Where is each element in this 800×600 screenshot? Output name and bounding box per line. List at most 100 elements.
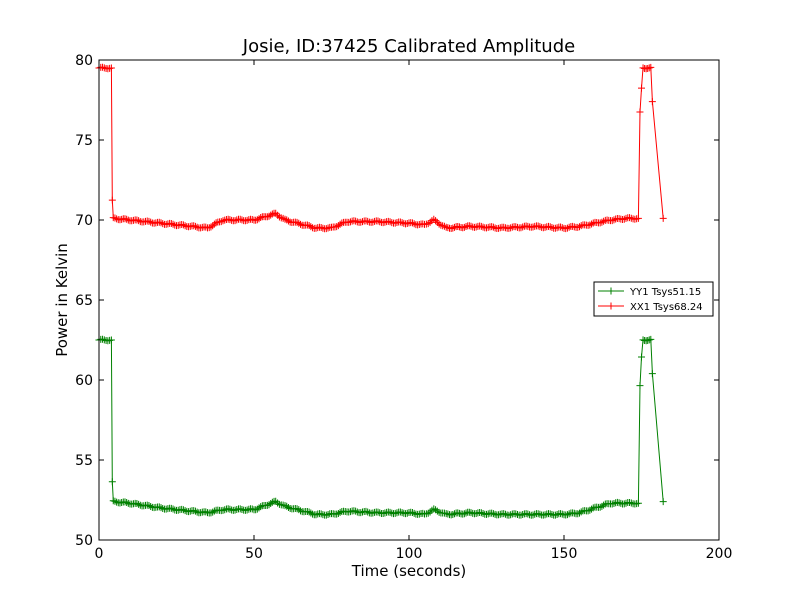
data-point-marker <box>108 478 116 486</box>
y-axis-ticks: 50 55 60 65 70 75 80 <box>75 53 719 549</box>
data-point-marker <box>440 509 448 517</box>
data-point-marker <box>433 507 441 515</box>
data-point-marker <box>638 84 645 92</box>
data-point-marker <box>317 510 325 518</box>
x-axis-ticks: 0 50 100 150 200 <box>95 60 732 562</box>
data-point-marker <box>157 219 165 227</box>
data-point-marker <box>374 217 382 225</box>
data-point-marker <box>167 220 175 228</box>
data-point-marker <box>408 219 416 227</box>
data-point-marker <box>620 500 628 508</box>
data-point-marker <box>588 220 596 228</box>
data-point-marker <box>596 219 604 227</box>
data-point-marker <box>460 510 468 518</box>
data-point-marker <box>589 504 597 512</box>
data-point-marker <box>636 108 644 116</box>
data-point-marker <box>519 223 527 231</box>
data-point-marker <box>357 509 365 517</box>
data-point-marker <box>179 221 187 229</box>
data-point-marker <box>488 509 496 517</box>
data-point-marker <box>647 335 655 343</box>
data-point-marker <box>440 222 448 230</box>
data-point-marker <box>408 509 416 517</box>
data-point-marker <box>529 223 537 231</box>
data-point-marker <box>467 222 475 230</box>
data-point-marker <box>123 215 131 223</box>
data-point-marker <box>243 216 251 224</box>
data-point-marker <box>257 503 265 511</box>
data-point-marker <box>209 222 217 230</box>
data-point-marker <box>219 217 227 225</box>
data-point-marker <box>252 506 260 514</box>
data-point-marker <box>297 220 304 228</box>
data-point-marker <box>191 222 199 230</box>
data-point-marker <box>221 216 229 224</box>
data-point-marker <box>111 214 119 222</box>
data-point-marker <box>563 224 571 232</box>
data-point-marker <box>167 504 175 512</box>
data-point-marker <box>111 497 119 505</box>
data-point-marker <box>268 498 276 506</box>
data-point-marker <box>627 499 635 507</box>
data-point-marker <box>135 217 143 225</box>
legend-label: XX1 Tsys68.24 <box>630 302 703 313</box>
data-point-marker <box>345 218 353 226</box>
data-point-marker <box>379 510 387 518</box>
x-tick-label: 0 <box>95 546 104 562</box>
data-point-marker <box>524 222 532 230</box>
data-point-marker <box>615 215 623 223</box>
data-point-marker <box>449 224 457 232</box>
data-point-marker <box>645 336 653 344</box>
data-point-marker <box>336 508 344 516</box>
data-point-marker <box>551 511 559 519</box>
series-1 <box>95 63 667 233</box>
data-point-marker <box>169 220 177 228</box>
data-point-marker <box>517 511 525 519</box>
data-point-marker <box>403 220 411 228</box>
data-point-marker <box>626 498 634 506</box>
data-point-marker <box>108 196 116 204</box>
data-point-marker <box>627 214 635 222</box>
data-point-marker <box>352 507 360 515</box>
data-point-marker <box>191 507 199 515</box>
legend-marker <box>607 287 615 295</box>
series-layer <box>95 63 667 519</box>
data-point-marker <box>107 64 115 72</box>
data-point-marker <box>505 224 513 232</box>
data-point-marker <box>324 510 332 518</box>
data-point-marker <box>536 223 544 231</box>
x-axis-label: Time (seconds) <box>351 562 467 580</box>
data-point-marker <box>507 511 515 519</box>
data-point-marker <box>396 508 404 516</box>
data-point-marker <box>430 505 438 513</box>
data-point-marker <box>197 509 205 517</box>
data-point-marker <box>121 215 129 223</box>
data-point-marker <box>541 511 549 519</box>
data-point-marker <box>477 509 485 517</box>
data-point-marker <box>145 217 153 225</box>
data-point-marker <box>659 498 667 506</box>
data-point-marker <box>333 510 341 518</box>
legend: YY1 Tsys51.15 XX1 Tsys68.24 <box>593 281 714 317</box>
data-point-marker <box>364 217 372 225</box>
data-point-marker <box>169 505 177 513</box>
data-point-marker <box>284 503 292 511</box>
data-point-marker <box>386 508 394 516</box>
data-point-marker <box>236 505 244 513</box>
data-point-marker <box>647 63 655 71</box>
data-point-marker <box>346 218 354 226</box>
data-point-marker <box>467 509 475 517</box>
data-point-marker <box>307 223 315 231</box>
data-point-marker <box>495 224 503 232</box>
data-point-marker <box>135 500 143 508</box>
data-point-marker <box>197 224 205 232</box>
data-point-marker <box>190 222 198 230</box>
data-point-marker <box>432 506 440 514</box>
data-point-marker <box>231 217 239 225</box>
data-point-marker <box>155 218 163 226</box>
data-point-marker <box>529 511 537 519</box>
data-point-marker <box>563 511 571 519</box>
data-point-marker <box>433 218 441 226</box>
data-point-marker <box>181 507 189 515</box>
data-point-marker <box>217 218 225 226</box>
